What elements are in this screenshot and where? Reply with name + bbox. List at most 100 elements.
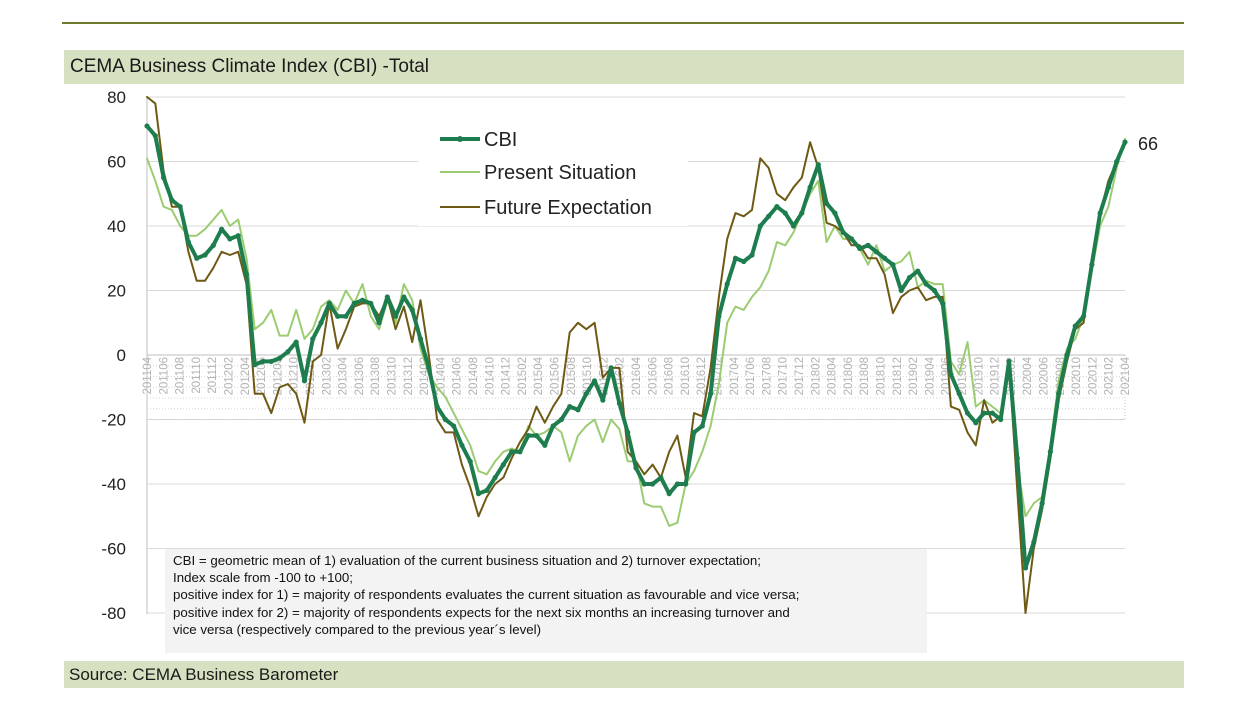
y-tick-label: 0: [117, 346, 126, 365]
cbi-point: [608, 365, 614, 371]
x-tick-label: 201206: [256, 357, 268, 395]
legend-cbi-label: CBI: [484, 129, 517, 151]
x-tick-label: 201608: [664, 357, 676, 395]
x-tick-label: 201302: [321, 357, 333, 395]
cbi-point: [218, 226, 225, 232]
cbi-point: [732, 255, 739, 261]
x-tick-label: 201810: [876, 357, 888, 395]
x-tick-label: 201204: [240, 356, 252, 395]
cbi-point: [898, 287, 904, 294]
cbi-point: [426, 365, 432, 371]
x-tick-label: 202010: [1071, 357, 1083, 395]
cbi-point: [210, 242, 216, 248]
cbi-point: [799, 210, 805, 216]
y-tick-label: 60: [107, 153, 126, 172]
x-tick-label: 201506: [550, 357, 562, 395]
note-line: positive index for 2) = majority of resp…: [173, 604, 790, 620]
cbi-point: [1097, 210, 1103, 216]
x-tick-label: 201610: [680, 357, 692, 395]
cbi-point: [1022, 565, 1029, 571]
cbi-point: [782, 210, 788, 216]
x-tick-label: 201406: [452, 357, 464, 395]
cbi-point: [807, 184, 813, 190]
x-tick-label: 202006: [1039, 357, 1051, 395]
cbi-point: [268, 358, 274, 365]
x-tick-label: 201108: [175, 357, 187, 395]
x-tick-label: 201904: [924, 356, 936, 395]
y-tick-label: -20: [101, 411, 126, 430]
note-line: Index scale from -100 to +100;: [173, 570, 353, 586]
cbi-point: [1047, 449, 1054, 455]
cbi-point: [1056, 391, 1062, 397]
cbi-point: [840, 229, 846, 236]
cbi-point: [202, 252, 208, 258]
cbi-point: [509, 449, 515, 455]
y-tick-label: -40: [101, 475, 126, 494]
cbi-point: [227, 236, 233, 242]
cbi-point: [1031, 539, 1037, 545]
cbi-point: [285, 349, 291, 355]
cbi-point: [368, 300, 374, 306]
x-tick-label: 201408: [468, 357, 480, 395]
x-tick-label: 201404: [435, 356, 447, 395]
cbi-point: [442, 416, 448, 423]
x-tick-label: 202104: [1120, 356, 1132, 395]
x-tick-label: 201710: [778, 357, 790, 395]
cbi-point: [832, 210, 838, 216]
x-tick-label: 202004: [1022, 356, 1034, 395]
cbi-point: [658, 474, 664, 481]
x-tick-label: 201902: [908, 357, 920, 395]
cbi-point: [923, 281, 929, 287]
y-tick-label: -80: [101, 604, 126, 623]
cbi-point: [625, 429, 631, 435]
cbi-point: [973, 420, 979, 426]
cbi-point: [484, 487, 490, 494]
cbi-point: [699, 423, 705, 429]
cbi-point: [301, 378, 308, 384]
cbi-point: [873, 249, 879, 255]
x-tick-label: 201708: [761, 357, 773, 395]
cbi-point: [558, 416, 565, 423]
x-tick-label: 201508: [566, 357, 578, 395]
y-tick-label: 40: [107, 217, 126, 236]
x-tick-label: 201106: [158, 357, 170, 395]
x-tick-label: 201606: [647, 357, 659, 395]
cbi-point: [1014, 455, 1020, 461]
cbi-point: [616, 400, 623, 406]
cbi-point: [525, 433, 531, 439]
y-tick-label: 20: [107, 282, 126, 301]
cbi-point: [707, 391, 714, 397]
methodology-note: CBI = geometric mean of 1) evaluation of…: [165, 549, 927, 653]
cbi-point: [1072, 323, 1078, 329]
x-tick-label: 201112: [207, 357, 219, 394]
cbi-point: [575, 407, 581, 413]
x-tick-label: 201104: [142, 356, 154, 394]
cbi-point: [649, 481, 656, 487]
x-tick-label: 201910: [973, 357, 985, 395]
cbi-point: [989, 410, 995, 416]
x-tick-label: 201804: [827, 356, 839, 395]
x-tick-label: 201308: [370, 357, 382, 395]
cbi-point: [931, 287, 937, 294]
x-tick-label: 201912: [990, 357, 1002, 395]
cbi-point: [641, 481, 647, 487]
cbi-point: [343, 313, 349, 319]
cbi-point: [550, 423, 556, 429]
cbi-point: [144, 123, 150, 129]
x-tick-label: 201704: [729, 356, 741, 395]
cbi-point: [716, 313, 722, 319]
x-tick-label: 201806: [843, 357, 855, 395]
note-line: positive index for 1) = majority of resp…: [173, 587, 800, 603]
cbi-point: [824, 200, 830, 207]
cbi-point: [1080, 313, 1087, 319]
x-tick-label: 201202: [224, 357, 236, 395]
y-tick-label: 80: [107, 88, 126, 107]
cbi-point: [600, 397, 606, 403]
cbi-point: [741, 258, 747, 265]
x-tick-label: 202012: [1087, 357, 1099, 395]
cbi-point: [376, 320, 382, 326]
source-label: Source: CEMA Business Barometer: [69, 664, 339, 684]
cbi-point: [1039, 500, 1045, 506]
cbi-point: [906, 275, 913, 281]
